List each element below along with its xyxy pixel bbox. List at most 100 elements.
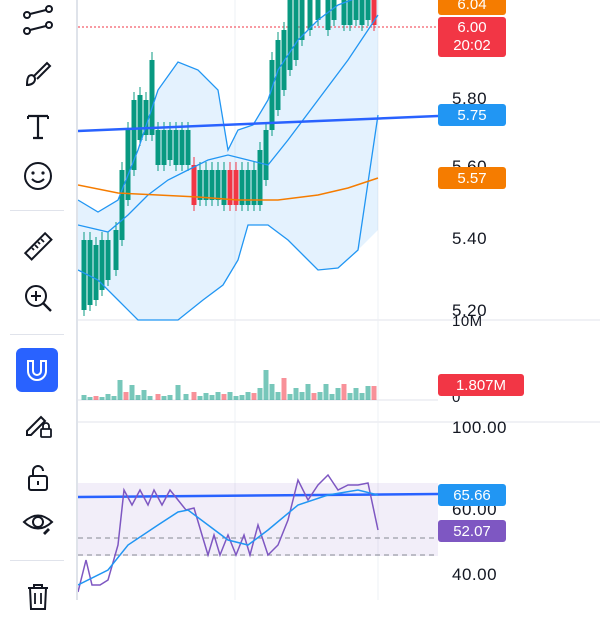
- volume-bar: [245, 392, 251, 400]
- price-axis-label: 5.80: [452, 89, 488, 108]
- candle-body: [359, 0, 365, 25]
- volume-bar: [227, 392, 233, 400]
- volume-bar: [197, 396, 203, 400]
- trend-line-tool-icon[interactable]: [14, 0, 62, 44]
- volume-bar: [257, 388, 263, 400]
- volume-bar: [335, 388, 341, 400]
- volume-bar: [117, 380, 123, 400]
- candle-body: [119, 170, 125, 240]
- toolbar-separator: [10, 560, 64, 561]
- volume-bar: [141, 390, 147, 400]
- trend-line-price-tag: 5.75: [438, 104, 506, 126]
- bar-countdown: 20:02: [453, 37, 491, 54]
- candle-body: [125, 130, 131, 200]
- volume-bar: [135, 395, 141, 400]
- candle-body: [269, 60, 275, 130]
- price-axis-label: 5.40: [452, 229, 488, 248]
- eye-visibility-icon[interactable]: [14, 500, 62, 544]
- unlock-icon[interactable]: [14, 456, 62, 500]
- volume-bar: [123, 392, 129, 400]
- volume-bar: [281, 378, 287, 400]
- candle-body: [215, 170, 221, 200]
- candle-body: [245, 170, 251, 205]
- candle-body: [251, 170, 257, 205]
- rsi-ma-line: [78, 489, 379, 586]
- volume-bar: [341, 384, 347, 400]
- toolbar-border: [76, 0, 78, 600]
- volume-bar: [161, 396, 167, 400]
- candle-body: [197, 170, 203, 200]
- volume-bar: [353, 388, 359, 400]
- price-axis-label: 5.20: [452, 301, 488, 320]
- volume-bar: [371, 386, 377, 400]
- volume-bar: [305, 384, 311, 400]
- candle-body: [105, 240, 111, 280]
- volume-bar: [263, 370, 269, 400]
- volume-bar: [167, 395, 173, 400]
- candle-body: [179, 130, 185, 165]
- candle-body: [161, 130, 167, 165]
- bollinger-upper-line: [78, 0, 354, 213]
- chart-area[interactable]: 5.80 5.60 5.40 5.20 10M 0 100.00 60.00 4…: [78, 0, 600, 600]
- candle-body: [173, 130, 179, 165]
- magnet-tool-icon[interactable]: [16, 348, 58, 392]
- volume-bar: [183, 394, 189, 400]
- text-tool-icon[interactable]: [14, 104, 62, 148]
- rsi-value-tag: 52.07: [438, 520, 506, 542]
- candle-body: [257, 150, 263, 205]
- candle-body: [209, 170, 215, 200]
- brush-tool-icon[interactable]: [14, 52, 62, 96]
- candle-body: [263, 130, 269, 180]
- candle-body: [307, 0, 313, 30]
- bollinger-basis-line: [78, 14, 379, 233]
- rsi-axis-label: 40.00: [452, 565, 498, 584]
- volume-bar: [233, 396, 239, 400]
- candle-body: [149, 60, 155, 135]
- lock-drawing-tool-icon[interactable]: [14, 402, 62, 446]
- volume-bar: [209, 395, 215, 400]
- trash-icon[interactable]: [14, 574, 62, 618]
- candle-body: [93, 245, 99, 300]
- bollinger-lower-line: [78, 114, 379, 321]
- volume-bar: [105, 394, 111, 400]
- volume-bar: [365, 386, 371, 400]
- volume-bar: [251, 393, 257, 400]
- drawing-toolbar: [0, 0, 76, 610]
- volume-bar: [239, 395, 245, 400]
- candle-body: [239, 170, 245, 205]
- rsi-trend-line-tag: 65.66: [438, 484, 506, 506]
- volume-bar: [329, 394, 335, 400]
- candle-body: [299, 0, 305, 40]
- volume-bar: [191, 392, 197, 400]
- candle-body: [315, 0, 321, 20]
- toolbar-separator: [10, 210, 64, 211]
- volume-bar: [215, 392, 221, 400]
- zoom-in-tool-icon[interactable]: [14, 276, 62, 320]
- bollinger-band-fill: [78, 0, 378, 320]
- candle-body: [113, 230, 119, 270]
- upper-band-price-tag: 6.04: [438, 0, 506, 15]
- candle-body: [341, 0, 347, 25]
- candle-body: [185, 130, 191, 165]
- volume-bar: [203, 393, 209, 400]
- ruler-tool-icon[interactable]: [14, 224, 62, 268]
- volume-bar: [269, 384, 275, 400]
- candle-body: [87, 240, 93, 305]
- volume-bar: [81, 395, 87, 400]
- moving-average-price-tag: 5.57: [438, 167, 506, 189]
- candle-body: [331, 0, 337, 20]
- emoji-tool-icon[interactable]: [14, 154, 62, 198]
- toolbar-separator: [10, 334, 64, 335]
- chart-canvas[interactable]: [78, 0, 600, 600]
- candle-body: [137, 95, 143, 140]
- candle-body: [371, 0, 377, 25]
- candle-body: [81, 240, 87, 310]
- last-price-value: 6.00: [457, 19, 487, 36]
- volume-bar: [87, 397, 93, 400]
- candle-body: [227, 170, 233, 205]
- volume-axis-label: 0: [452, 389, 461, 406]
- candle-body: [167, 130, 173, 160]
- volume-tag: 1.807M: [438, 374, 524, 396]
- trend-line: [78, 114, 439, 133]
- volume-bar: [155, 394, 161, 400]
